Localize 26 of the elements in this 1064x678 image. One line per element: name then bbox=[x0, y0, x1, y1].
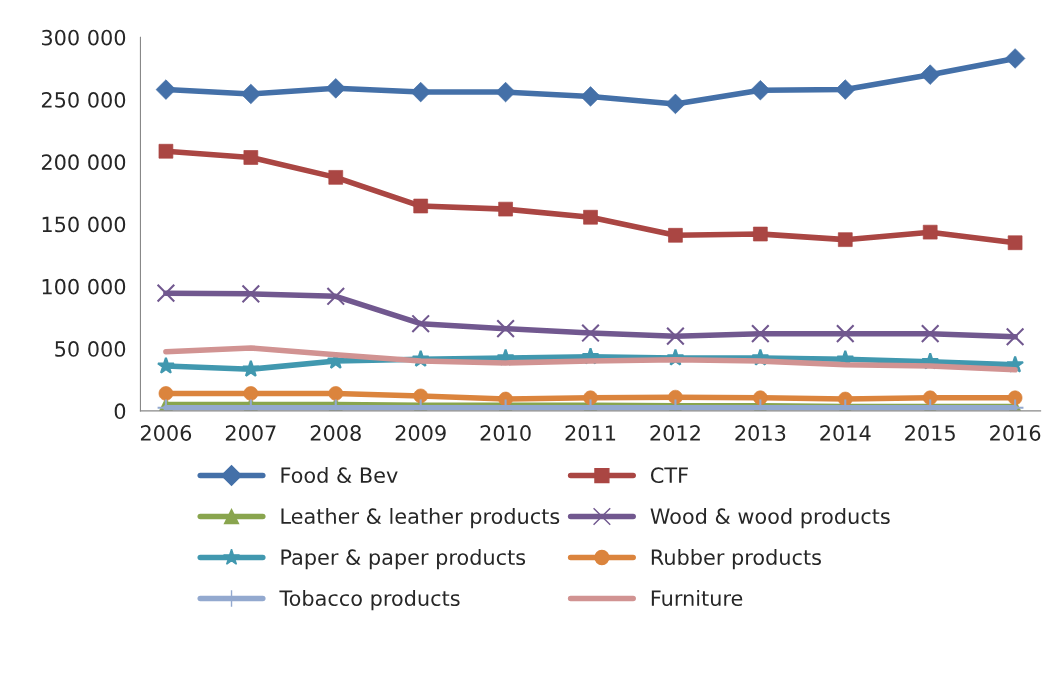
y-tick-label: 200 000 bbox=[41, 154, 126, 171]
legend-label: Furniture bbox=[651, 589, 743, 607]
y-tick-label: 150 000 bbox=[42, 216, 126, 233]
legend-label: Leather & leather products bbox=[281, 507, 560, 529]
legend-label: Food & Bev bbox=[281, 466, 398, 484]
legend-label: Paper & paper products bbox=[281, 548, 526, 570]
x-tick-label: 2016 bbox=[990, 425, 1041, 441]
x-tick-label: 2006 bbox=[140, 425, 192, 441]
legend-label: Rubber products bbox=[651, 548, 821, 570]
x-tick-label: 2013 bbox=[735, 425, 786, 441]
y-tick-label: 100 000 bbox=[42, 278, 126, 295]
x-tick-label: 2012 bbox=[650, 425, 700, 441]
x-tick-label: 2008 bbox=[310, 425, 361, 441]
x-tick-label: 2015 bbox=[905, 425, 955, 441]
x-tick-label: 2010 bbox=[480, 425, 531, 441]
x-tick-label: 2007 bbox=[225, 425, 276, 441]
y-tick-label: 0 bbox=[114, 403, 126, 420]
y-tick-label: 300 000 bbox=[42, 29, 126, 46]
y-tick-label: 50 000 bbox=[55, 341, 126, 357]
legend-label: Wood & wood products bbox=[650, 507, 890, 529]
x-tick-label: 2014 bbox=[820, 425, 871, 441]
x-tick-label: 2009 bbox=[395, 425, 446, 441]
y-tick-label: 250 000 bbox=[41, 92, 126, 108]
legend-label: Tobacco products bbox=[279, 589, 460, 611]
legend-label: CTF bbox=[650, 467, 688, 484]
x-tick-label: 2011 bbox=[565, 425, 616, 441]
